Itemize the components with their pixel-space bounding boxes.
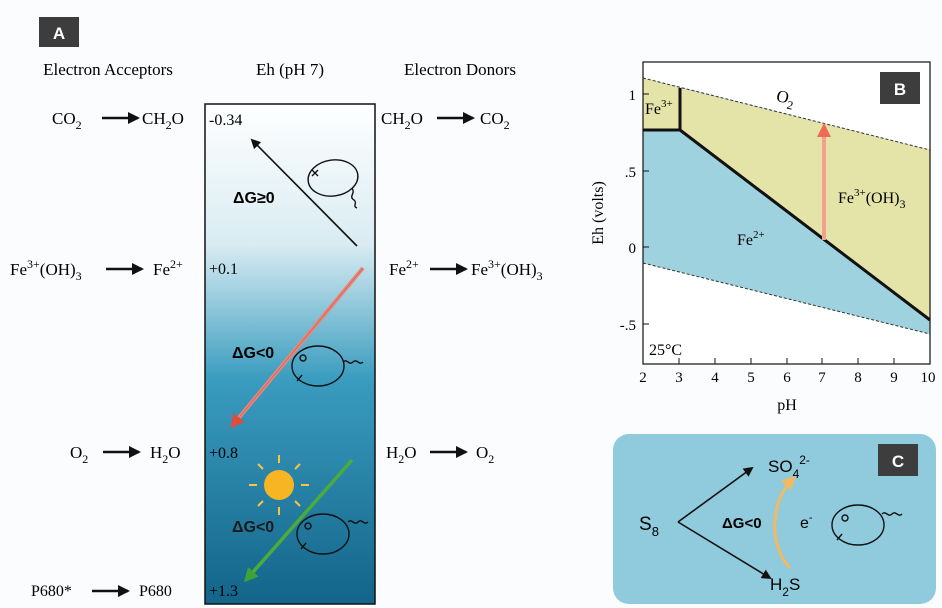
acceptor-ch2o: CH2O: [142, 109, 184, 132]
header-acceptors: Electron Acceptors: [43, 60, 173, 79]
donor-feoh3: Fe3+(OH)3: [471, 257, 543, 283]
header-donors: Electron Donors: [404, 60, 516, 79]
label-fe3: Fe3+: [645, 98, 673, 118]
electron-flow-arrow: [773, 475, 797, 570]
donor-fe2: Fe2+: [389, 257, 419, 279]
y-axis-label: Eh (volts): [590, 181, 607, 245]
photosystem-arrow: [244, 458, 354, 583]
donor-co2: CO2: [480, 109, 510, 132]
acceptor-o2: O2: [70, 443, 88, 466]
panel-b-label-box: [880, 72, 920, 104]
dg-positive-label: ΔG≥0: [233, 190, 275, 207]
y-tick-label: 1: [629, 88, 637, 104]
x-tick-label: 7: [818, 370, 826, 386]
microbe-icon: [307, 159, 359, 209]
eh-value-p680: +1.3: [209, 583, 238, 600]
acceptor-p680: P680: [139, 583, 172, 600]
x-tick-label: 2: [639, 370, 647, 386]
reaction-ch2o-to-co2: CH2O CO2: [381, 109, 510, 132]
x-tick-labels: 2 3 4 5 6 7 8 9 10: [639, 370, 935, 386]
ferric-oxide-region: [680, 88, 930, 320]
panel-c-label: C: [892, 452, 904, 471]
panel-a: A Electron Acceptors Eh (pH 7) Electron …: [10, 17, 543, 605]
label-o2: O2: [774, 86, 797, 113]
x-axis: [642, 358, 931, 364]
y-axis: [643, 93, 649, 325]
header-eh: Eh (pH 7): [256, 60, 324, 79]
panel-a-label-box: [39, 17, 79, 47]
sun-icon: [249, 455, 309, 515]
sulfate-label: SO42-: [768, 453, 810, 481]
eh-value-co2: -0.34: [209, 112, 242, 129]
reaction-p680: P680* P680: [31, 583, 172, 600]
uphill-arrow: [250, 138, 358, 247]
x-tick-label: 8: [854, 370, 862, 386]
acceptor-h2o: H2O: [150, 443, 181, 466]
x-axis-label: pH: [777, 397, 797, 414]
panel-b: Fe3+ O2 Fe2+ Fe3+(OH)3 25°C 1 .5 0 -.5 E…: [590, 61, 936, 414]
microbe-icon: [291, 345, 364, 387]
reaction-feoh-to-fe2: Fe3+(OH)3 Fe2+: [10, 257, 183, 283]
boundary-fe2-feoh: [679, 128, 931, 322]
x-tick-label: 10: [921, 370, 936, 386]
x-tick-label: 3: [675, 370, 683, 386]
label-feoh3: Fe3+(OH)3: [838, 187, 905, 211]
panel-a-label: A: [53, 24, 65, 43]
reaction-co2-to-ch2o: CO2 CH2O: [52, 109, 184, 132]
microbe-icon: [831, 504, 903, 546]
microbe-icon: [296, 513, 369, 555]
reaction-o2-to-h2o: O2 H2O: [70, 443, 181, 466]
fe3-region: [643, 78, 680, 130]
donor-o2: O2: [476, 443, 494, 466]
x-tick-label: 4: [711, 370, 719, 386]
electron-label: e-: [800, 512, 813, 532]
y-tick-label: -.5: [620, 318, 636, 334]
h2s-label: H2S: [770, 575, 800, 599]
eh-value-fe: +0.1: [209, 261, 238, 278]
donor-h2o: H2O: [386, 443, 417, 466]
x-tick-label: 9: [890, 370, 898, 386]
dg-negative-label-c: ΔG<0: [722, 515, 762, 532]
reaction-h2o-to-o2: H2O O2: [386, 443, 494, 466]
oxidation-branch-arrow: [677, 466, 754, 523]
panel-c-label-box: [878, 444, 918, 476]
reduction-branch-arrow: [677, 521, 772, 580]
y-tick-label: 0: [629, 241, 637, 257]
label-fe2: Fe2+: [737, 229, 765, 249]
x-tick-label: 5: [747, 370, 755, 386]
fe-oxidation-arrow-edge: [231, 267, 364, 427]
acceptor-feoh3: Fe3+(OH)3: [10, 257, 82, 283]
s8-label: S8: [639, 514, 659, 539]
panel-c: C S8 ΔG<0 SO42- H2S e-: [613, 434, 936, 604]
o2-water-line: [642, 77, 931, 151]
acceptor-p680-star: P680*: [31, 583, 72, 600]
dg-negative-label-2: ΔG<0: [232, 519, 274, 536]
panel-b-label: B: [894, 80, 906, 99]
dg-negative-label-1: ΔG<0: [232, 345, 274, 362]
x-tick-label: 6: [783, 370, 791, 386]
reaction-fe2-to-feoh: Fe2+ Fe3+(OH)3: [389, 257, 543, 283]
acceptor-co2: CO2: [52, 109, 82, 132]
acceptor-fe2: Fe2+: [153, 257, 183, 279]
donor-ch2o: CH2O: [381, 109, 423, 132]
temperature-label: 25°C: [649, 342, 682, 359]
y-tick-label: .5: [625, 165, 636, 181]
water-h2-line: [642, 262, 931, 335]
eh-value-o2: +0.8: [209, 445, 238, 462]
